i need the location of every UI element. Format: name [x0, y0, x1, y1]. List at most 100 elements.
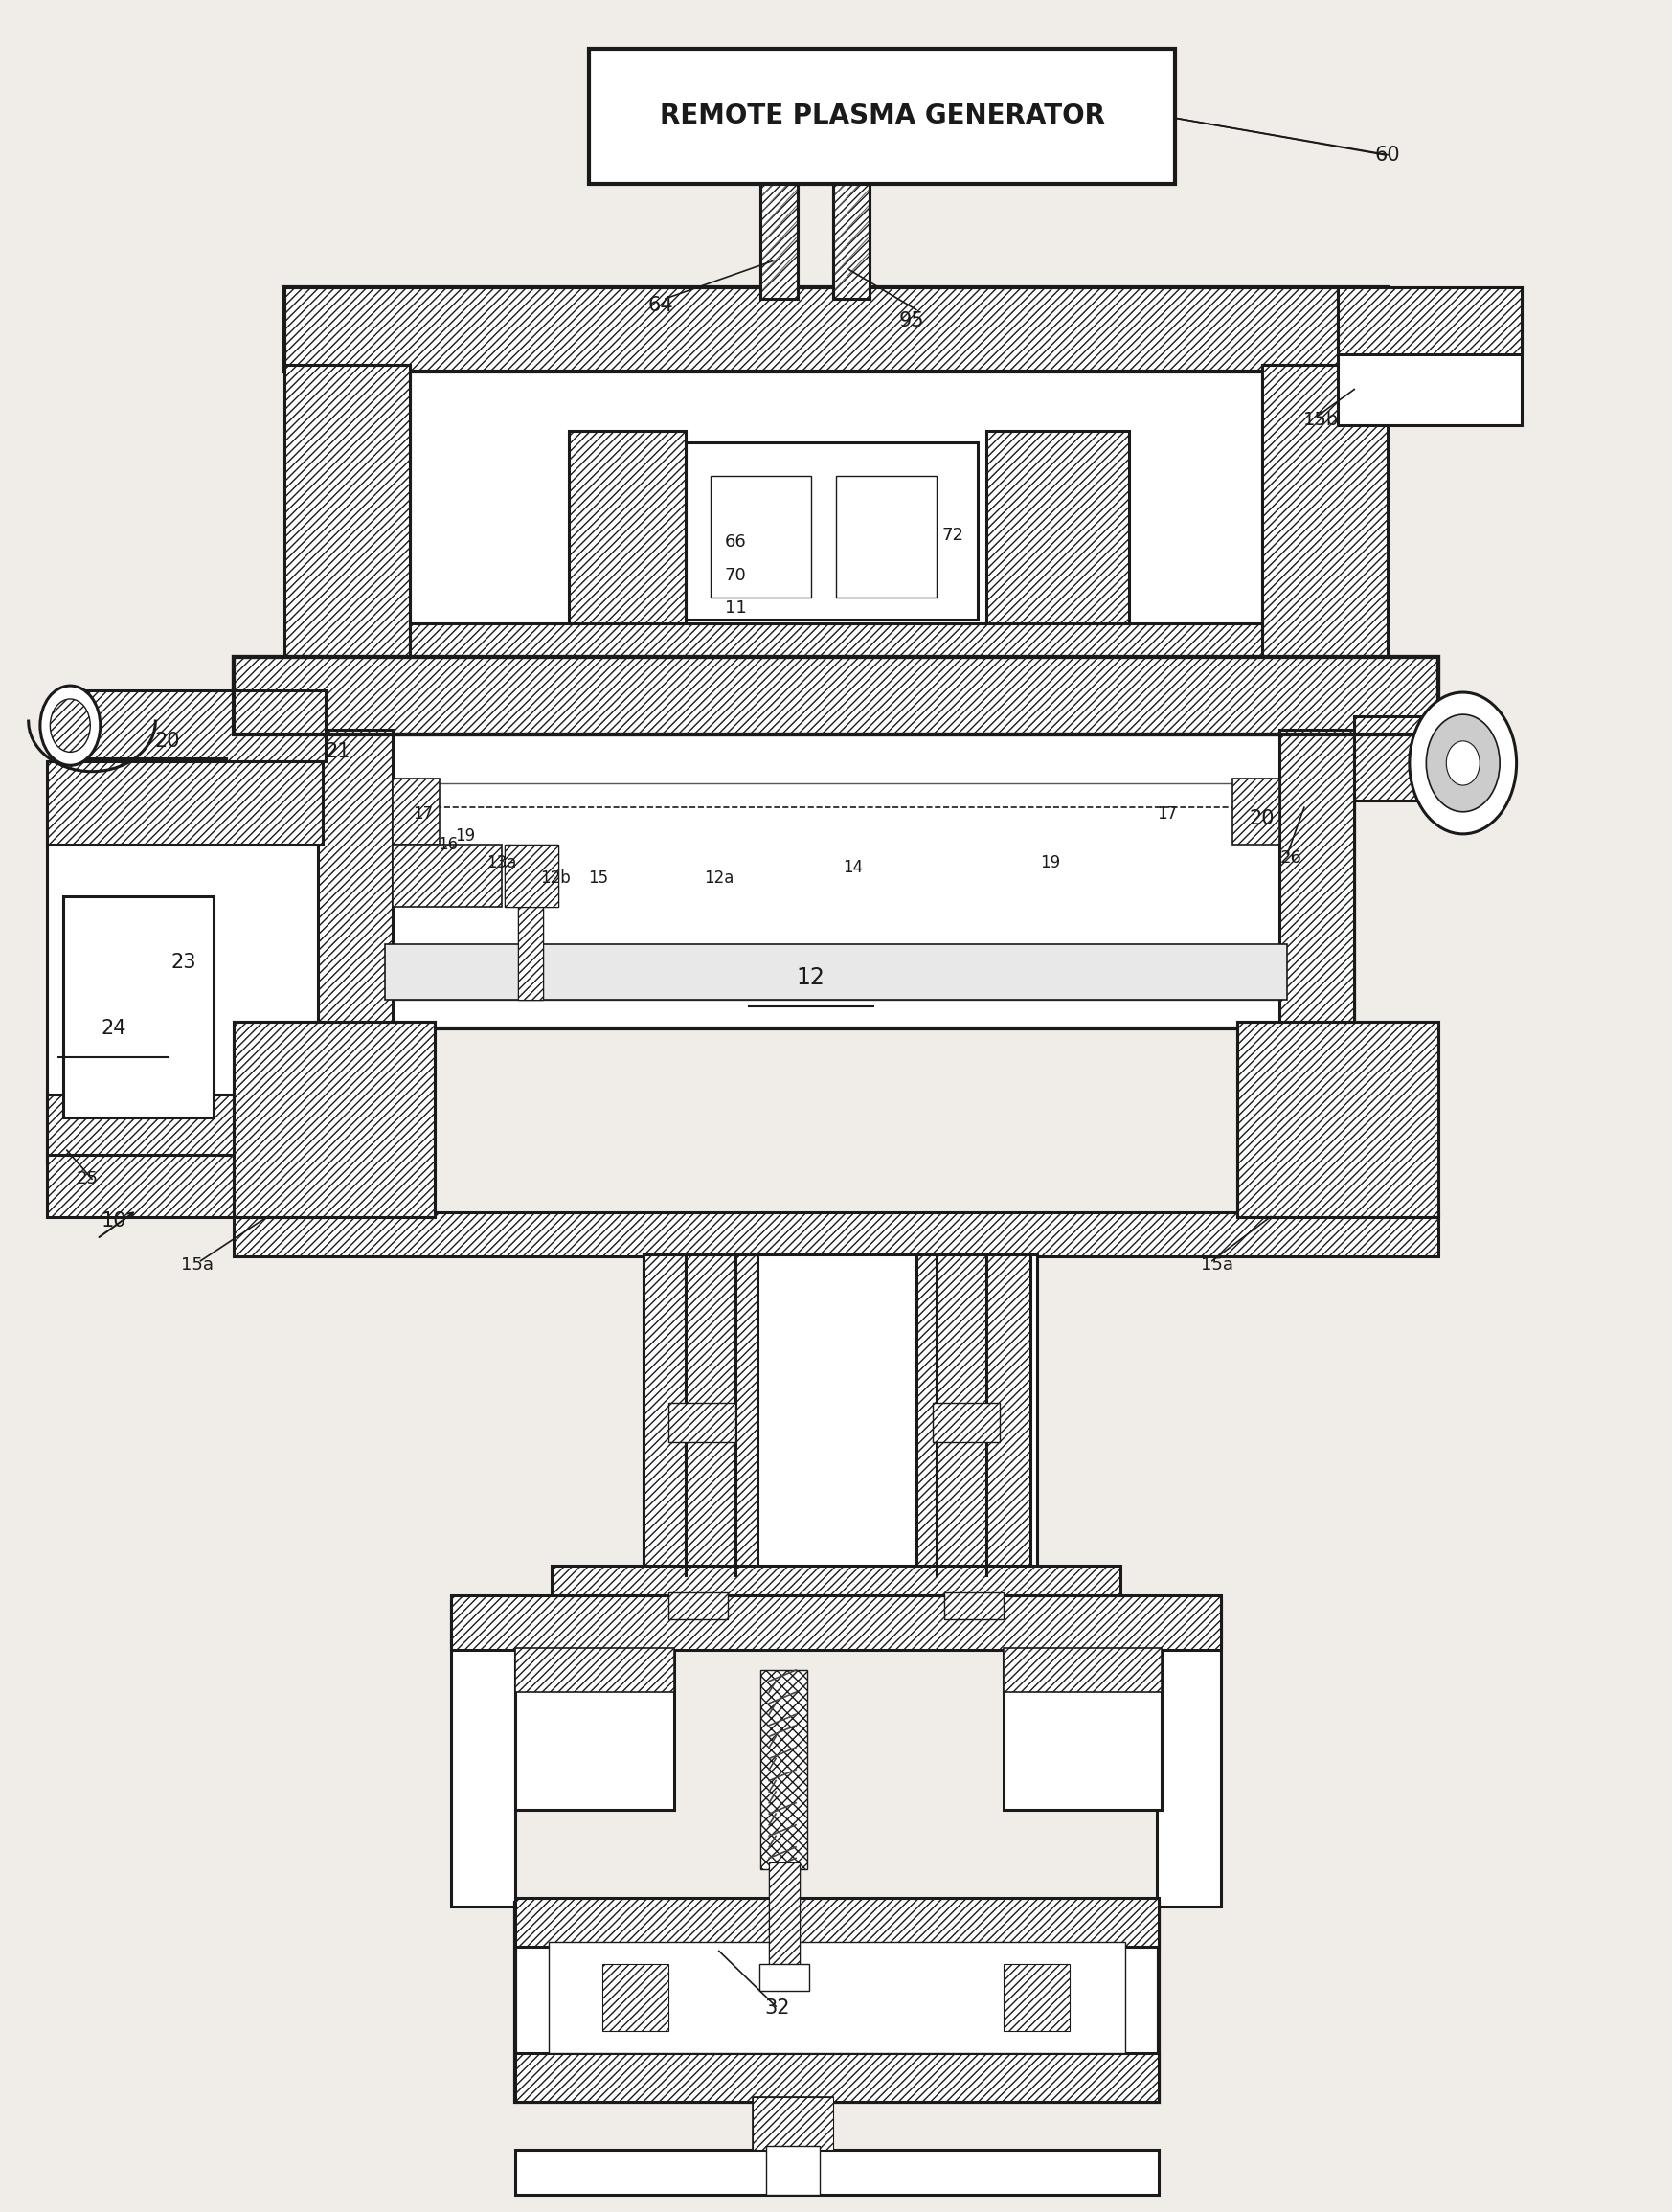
Bar [602, 1964, 669, 2031]
Circle shape [1446, 741, 1480, 785]
Bar [568, 431, 686, 630]
Bar [334, 369, 1338, 425]
Bar [284, 288, 1388, 372]
Bar [234, 1022, 435, 1217]
Bar [1237, 1022, 1438, 1217]
Bar [552, 1566, 1120, 1610]
Bar [64, 896, 214, 1117]
Bar [393, 779, 440, 845]
Bar [769, 1863, 799, 1973]
Bar [515, 1650, 674, 1809]
Text: 95: 95 [898, 312, 925, 330]
Bar [761, 166, 798, 299]
Text: 72: 72 [941, 526, 965, 544]
Text: 66: 66 [724, 533, 747, 551]
Text: 12b: 12b [540, 869, 570, 887]
Bar [67, 690, 326, 761]
Bar [1279, 730, 1354, 1029]
Bar [752, 2097, 833, 2150]
Text: 15a: 15a [1200, 1256, 1234, 1274]
Bar [686, 442, 978, 619]
Text: 17: 17 [1157, 805, 1177, 823]
Text: 15: 15 [589, 869, 609, 887]
Bar [47, 814, 323, 1161]
Text: 11: 11 [724, 599, 747, 617]
Bar [945, 1593, 1003, 1619]
Bar [67, 759, 226, 814]
Bar [1237, 1022, 1438, 1217]
Bar [234, 1212, 1438, 1256]
Bar [47, 761, 323, 845]
Bar [1157, 1601, 1221, 1907]
Text: REMOTE PLASMA GENERATOR: REMOTE PLASMA GENERATOR [659, 102, 1105, 131]
Text: 24: 24 [100, 1020, 127, 1037]
Bar [669, 1593, 727, 1619]
Bar [515, 2053, 1159, 2101]
Bar [505, 845, 558, 907]
Bar [518, 849, 543, 1000]
Bar [67, 759, 226, 814]
Text: 12a: 12a [704, 869, 734, 887]
Bar [833, 166, 869, 299]
Bar [1338, 288, 1522, 425]
Bar [761, 1670, 808, 1869]
Text: 21: 21 [324, 743, 351, 761]
Text: 20: 20 [154, 732, 181, 750]
Bar [451, 1601, 515, 1907]
Bar [284, 365, 410, 664]
Bar [318, 730, 393, 1029]
Bar [759, 1964, 809, 1991]
Bar [393, 845, 502, 907]
Text: 20: 20 [1249, 810, 1276, 827]
Text: 32: 32 [764, 2000, 791, 2017]
Text: 13a: 13a [487, 854, 517, 872]
Circle shape [1409, 692, 1517, 834]
Text: 14: 14 [843, 858, 863, 876]
Text: 15a: 15a [181, 1256, 214, 1274]
Bar [385, 945, 1287, 1000]
Text: 19: 19 [1040, 854, 1060, 872]
Bar [711, 476, 811, 597]
Text: 16: 16 [438, 836, 458, 854]
Text: 17: 17 [413, 805, 433, 823]
Bar [234, 657, 1438, 734]
Bar [451, 1595, 1221, 1650]
Bar [644, 1254, 757, 1575]
Bar [1003, 1964, 1070, 2031]
Bar [318, 730, 1354, 1029]
Bar [1262, 365, 1388, 664]
Bar [505, 845, 558, 907]
Text: 60: 60 [1374, 146, 1401, 164]
Bar [916, 1254, 1030, 1575]
Bar [548, 1942, 1125, 2053]
Bar [234, 1022, 435, 1217]
Bar [451, 1601, 515, 1646]
Bar [234, 657, 1438, 734]
Circle shape [40, 686, 100, 765]
Bar [47, 1155, 323, 1217]
Bar [47, 1095, 323, 1161]
Bar [1003, 1648, 1162, 1692]
Bar [385, 783, 1287, 1000]
Bar [1003, 1650, 1162, 1809]
Bar [515, 1648, 674, 1692]
Bar [766, 2146, 819, 2194]
Bar [410, 624, 1262, 664]
Text: 12: 12 [796, 967, 826, 989]
Text: 26: 26 [1279, 849, 1302, 867]
Text: 19: 19 [455, 827, 475, 845]
Bar [1232, 779, 1279, 845]
Text: 10: 10 [100, 1212, 127, 1230]
Bar [752, 2097, 833, 2150]
Bar [933, 1402, 1000, 1442]
Bar [518, 849, 543, 1000]
Bar [1354, 717, 1451, 801]
Circle shape [1426, 714, 1500, 812]
Text: 25: 25 [75, 1170, 99, 1188]
Bar [836, 476, 936, 597]
Text: 64: 64 [647, 296, 674, 314]
Bar [515, 1902, 1159, 2101]
Bar [410, 365, 1262, 664]
FancyBboxPatch shape [589, 49, 1175, 184]
Bar [769, 1863, 799, 1973]
